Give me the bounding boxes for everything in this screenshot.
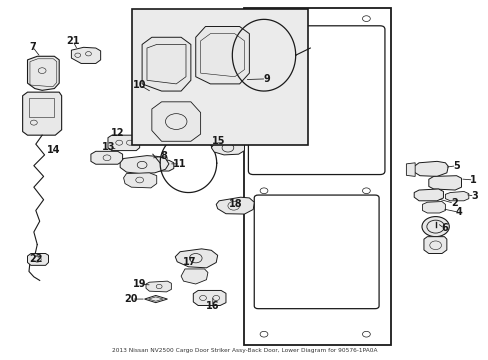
Text: 15: 15 <box>212 136 225 145</box>
Text: 17: 17 <box>183 257 196 267</box>
Polygon shape <box>211 140 244 155</box>
Polygon shape <box>91 151 122 164</box>
Text: 9: 9 <box>263 74 269 84</box>
Text: 3: 3 <box>470 191 477 201</box>
Polygon shape <box>152 102 200 141</box>
Polygon shape <box>413 189 443 201</box>
Text: 12: 12 <box>111 128 124 138</box>
Polygon shape <box>175 249 217 268</box>
Polygon shape <box>22 92 61 135</box>
Polygon shape <box>27 56 59 90</box>
Text: 16: 16 <box>205 301 219 311</box>
Bar <box>29 98 54 117</box>
Polygon shape <box>71 47 101 63</box>
Polygon shape <box>428 176 461 190</box>
Text: 2: 2 <box>450 198 457 208</box>
Text: 14: 14 <box>46 144 60 154</box>
Text: 8: 8 <box>160 150 167 161</box>
Polygon shape <box>140 160 173 171</box>
Polygon shape <box>445 192 468 201</box>
Polygon shape <box>108 135 140 150</box>
Text: 20: 20 <box>124 294 138 304</box>
Polygon shape <box>422 202 445 213</box>
Text: 11: 11 <box>173 159 186 169</box>
Text: 22: 22 <box>29 254 42 264</box>
Circle shape <box>421 217 448 237</box>
Polygon shape <box>195 27 249 84</box>
Polygon shape <box>413 161 447 176</box>
Polygon shape <box>146 281 171 292</box>
Text: 18: 18 <box>228 199 242 210</box>
Text: 1: 1 <box>469 175 476 185</box>
Text: 6: 6 <box>440 224 447 233</box>
Polygon shape <box>144 296 167 303</box>
Polygon shape <box>181 269 207 284</box>
Polygon shape <box>142 37 190 91</box>
Text: 21: 21 <box>66 36 80 46</box>
Polygon shape <box>123 173 157 188</box>
Polygon shape <box>27 253 48 265</box>
Text: 10: 10 <box>133 80 146 90</box>
Polygon shape <box>120 156 168 174</box>
Bar <box>132 9 307 145</box>
Polygon shape <box>216 197 254 214</box>
Polygon shape <box>193 291 225 306</box>
Text: 2013 Nissan NV2500 Cargo Door Striker Assy-Back Door, Lower Diagram for 90576-1P: 2013 Nissan NV2500 Cargo Door Striker As… <box>112 348 376 353</box>
Text: 13: 13 <box>102 142 116 152</box>
Polygon shape <box>423 237 446 253</box>
Text: 7: 7 <box>29 42 36 51</box>
Polygon shape <box>406 163 414 176</box>
Text: 19: 19 <box>133 279 146 289</box>
Text: 5: 5 <box>452 161 459 171</box>
Text: 4: 4 <box>455 207 462 217</box>
